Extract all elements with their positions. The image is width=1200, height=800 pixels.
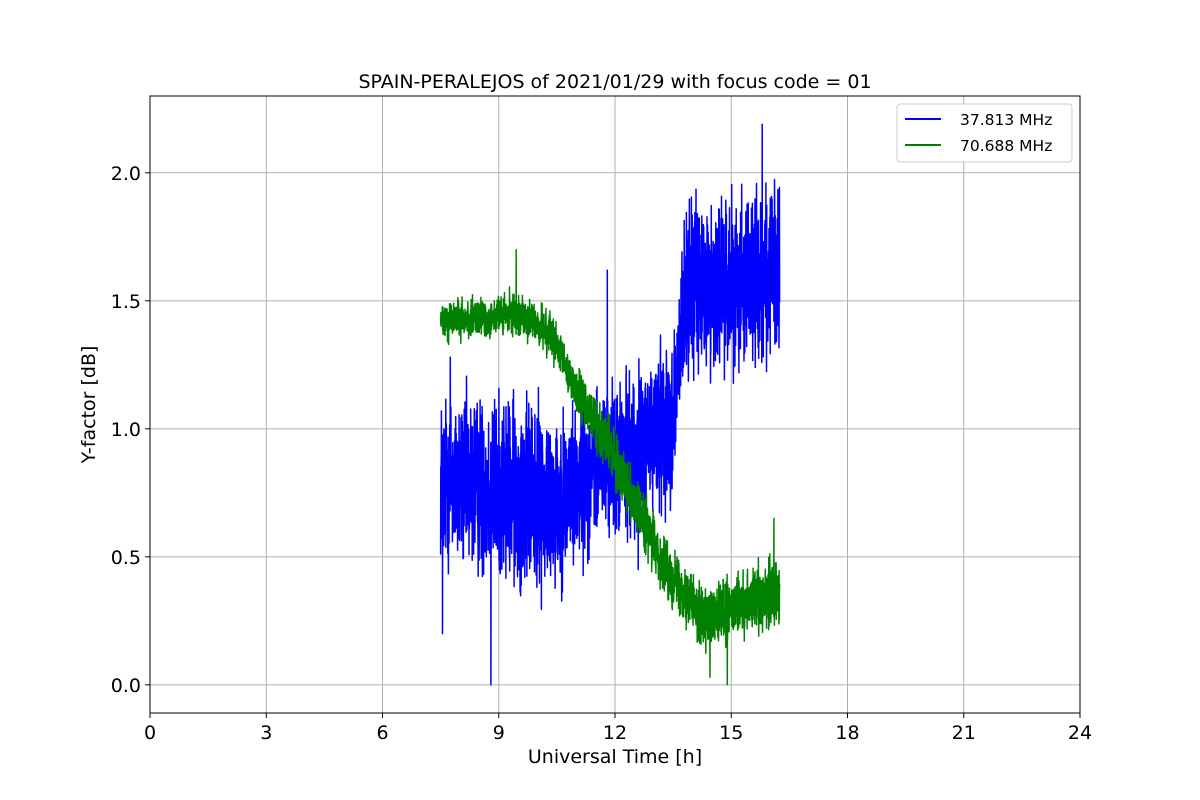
chart-title: SPAIN-PERALEJOS of 2021/01/29 with focus…	[358, 71, 871, 93]
x-tick-label: 24	[1068, 722, 1092, 744]
series-layer	[439, 123, 781, 686]
x-tick-label: 18	[835, 722, 859, 744]
series-line-2	[439, 248, 781, 686]
x-tick-label: 0	[144, 722, 156, 744]
x-axis-label: Universal Time [h]	[528, 746, 702, 768]
legend: 37.813 MHz 70.688 MHz	[896, 103, 1073, 163]
y-tick-label: 1.0	[111, 419, 141, 441]
x-tick-label: 3	[260, 722, 272, 744]
y-axis-label: Y-factor [dB]	[78, 346, 100, 465]
legend-label-2: 70.688 MHz	[960, 137, 1052, 155]
x-tick-label: 6	[376, 722, 388, 744]
y-tick-label: 0.5	[111, 547, 141, 569]
ticks: 0 3 6 9 12 15 18 21 24 0.0 0.5 1.0 1.5 2.0	[111, 163, 1092, 744]
y-tick-label: 2.0	[111, 163, 141, 185]
y-tick-label: 0.0	[111, 675, 141, 697]
x-tick-label: 9	[493, 722, 505, 744]
x-tick-label: 15	[719, 722, 743, 744]
legend-label-1: 37.813 MHz	[960, 111, 1052, 129]
x-tick-label: 21	[952, 722, 976, 744]
y-tick-label: 1.5	[111, 291, 141, 313]
x-tick-label: 12	[603, 722, 627, 744]
